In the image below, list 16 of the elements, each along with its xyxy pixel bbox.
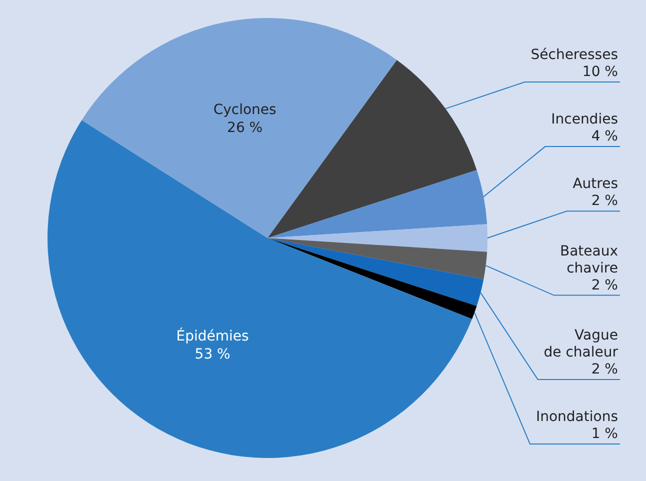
data-label: 10 % — [582, 64, 618, 80]
slice-label: Sécheresses — [530, 47, 618, 63]
data-label: 1 % — [591, 426, 618, 442]
data-label: 53 % — [194, 346, 230, 362]
data-label: 4 % — [591, 128, 618, 145]
slice-label: Bateaux chavire — [560, 243, 618, 276]
slice-label: Épidémies — [176, 327, 249, 344]
slice-label: Vague de chaleur — [544, 327, 618, 360]
data-label: 26 % — [227, 120, 263, 136]
slice-label: Cyclones — [213, 102, 276, 118]
data-label: 2 % — [591, 277, 618, 294]
slice-label: Incendies — [551, 112, 618, 128]
slice-label: Autres — [572, 176, 618, 192]
slice-label: Inondations — [536, 409, 618, 425]
data-label: 2 % — [591, 361, 618, 378]
data-label: 2 % — [591, 193, 618, 210]
